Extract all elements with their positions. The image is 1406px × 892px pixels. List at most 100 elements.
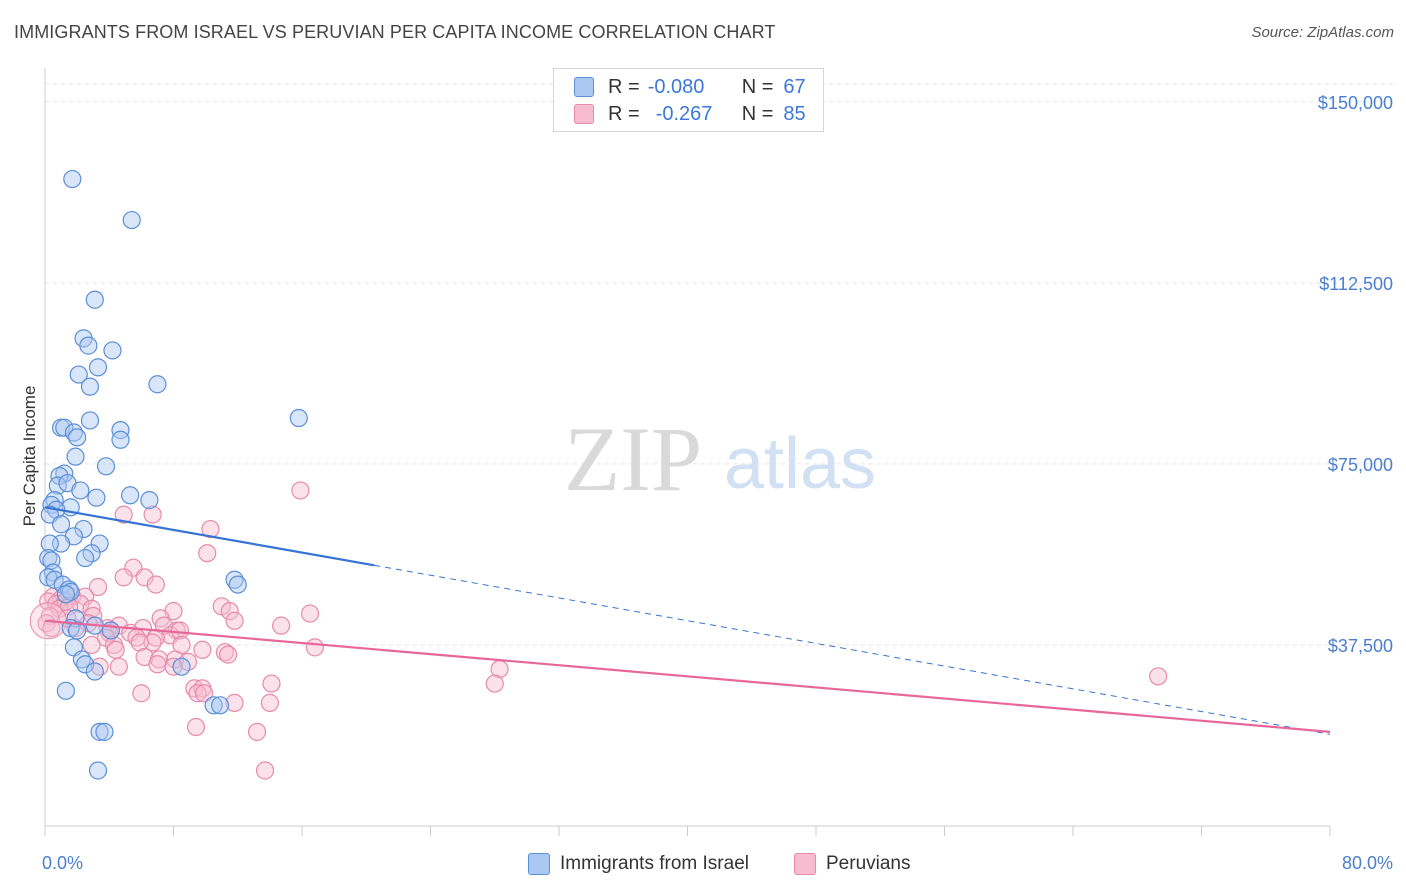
israel-point-66 <box>95 722 114 741</box>
peru-point-63 <box>109 657 128 676</box>
y-tick-label-0: $37,500 <box>1328 636 1393 656</box>
peru-point-76 <box>186 717 206 737</box>
israel-point-26 <box>87 488 106 507</box>
peru-point-61 <box>148 655 167 674</box>
watermark-zip: ZIP <box>564 408 702 510</box>
israel-point-41 <box>39 548 58 568</box>
israel-point-25 <box>121 486 140 505</box>
axes <box>44 68 1331 836</box>
israel-point-34 <box>74 519 93 539</box>
x-tick-label-0: 0.0% <box>42 853 83 873</box>
israel-point-5 <box>79 336 98 355</box>
peru-point-52 <box>305 638 324 657</box>
legend-r-label: R = <box>608 75 640 98</box>
legend-n-label: N = <box>741 102 774 125</box>
y-axis-label: Per Capita Income <box>20 386 39 527</box>
peru-point-72 <box>132 684 151 703</box>
israel-point-40 <box>76 548 95 568</box>
israel-point-24 <box>71 481 90 500</box>
source-label: Source: ZipAtlas.com <box>1251 24 1394 41</box>
bottom-legend-swatch-israel <box>528 853 550 875</box>
peru-point-43 <box>170 621 190 640</box>
peru-point-8 <box>146 575 165 594</box>
x-tick-label-1: 80.0% <box>1342 853 1393 873</box>
peru-point-77 <box>247 722 267 741</box>
y-tick-label-2: $112,500 <box>1319 274 1393 294</box>
peru-trend-line <box>44 619 1331 733</box>
watermark-atlas: atlas <box>724 424 876 504</box>
israel-point-58 <box>72 650 92 669</box>
israel-point-8 <box>80 377 100 396</box>
legend-r-value-israel: -0.080 <box>647 75 705 98</box>
peru-point-55 <box>215 643 234 662</box>
legend-n-value-peru: 85 <box>783 102 806 125</box>
israel-point-13 <box>55 418 74 437</box>
peru-point-54 <box>193 640 212 659</box>
peru-point-73 <box>194 684 214 703</box>
israel-point-2 <box>85 290 104 309</box>
bottom-legend-peru: Peruvians <box>794 852 911 876</box>
peru-point-4 <box>198 544 217 563</box>
israel-point-14 <box>111 421 130 440</box>
peru-point-56 <box>219 645 238 664</box>
israel-point-63 <box>204 696 223 715</box>
israel-point-9 <box>148 375 167 394</box>
israel-point-11 <box>80 411 100 430</box>
legend-row-israel: R = -0.080 N = 67 <box>574 75 806 99</box>
peru-point-9 <box>88 577 108 597</box>
israel-point-64 <box>210 696 230 715</box>
israel-point-51 <box>56 585 75 604</box>
israel-point-67 <box>88 761 108 780</box>
bottom-legend-israel: Immigrants from Israel <box>528 852 749 876</box>
israel-point-33 <box>51 515 71 534</box>
peru-point-17 <box>71 594 90 614</box>
peru-point-47 <box>143 633 162 652</box>
israel-point-6 <box>88 358 108 377</box>
legend-n-value-israel: 67 <box>783 75 806 98</box>
trend-lines <box>44 506 1331 735</box>
israel-point-62 <box>56 681 75 700</box>
peru-point-24 <box>300 604 320 623</box>
israel-point-47 <box>228 575 247 594</box>
peru-point-67 <box>1149 667 1168 686</box>
peru-point-68 <box>262 674 281 693</box>
bottom-legend-label-israel: Immigrants from Israel <box>560 853 749 874</box>
peru-point-74 <box>260 693 279 712</box>
israel-point-19 <box>96 457 116 476</box>
chart-title: IMMIGRANTS FROM ISRAEL VS PERUVIAN PER C… <box>14 22 776 42</box>
peru-point-7 <box>135 568 154 587</box>
peru-point-53 <box>106 640 125 659</box>
legend-swatch-israel <box>574 77 594 97</box>
peru-point-38 <box>272 616 291 635</box>
israel-point-4 <box>103 341 122 360</box>
peru-point-0 <box>291 481 310 500</box>
israel-point-0 <box>63 169 82 189</box>
bottom-legend-label-peru: Peruvians <box>826 853 911 874</box>
peru-point-49 <box>130 633 149 652</box>
israel-point-50 <box>61 582 80 601</box>
legend-r-value-peru: -0.267 <box>655 102 713 125</box>
israel-point-17 <box>111 430 130 449</box>
israel-point-61 <box>85 662 104 681</box>
israel-point-16 <box>68 428 87 447</box>
israel-trend-solid <box>44 506 375 567</box>
peru-point-23 <box>220 602 239 621</box>
israel-point-15 <box>64 423 84 442</box>
peru-point-78 <box>255 761 275 780</box>
legend-n-label: N = <box>741 75 774 98</box>
peru-point-39 <box>42 618 61 638</box>
peruvians-points <box>29 481 1168 780</box>
israel-point-60 <box>172 657 191 676</box>
peru-point-2 <box>143 505 162 524</box>
israel-points <box>39 169 308 780</box>
legend-r-label: R = <box>608 102 640 125</box>
israel-point-55 <box>101 621 120 640</box>
israel-point-46 <box>225 570 244 589</box>
y-tick-label-3: $150,000 <box>1318 93 1393 113</box>
legend: R = -0.080 N = 67 R = -0.267 N = 85 <box>553 68 824 132</box>
israel-point-7 <box>69 365 88 384</box>
peru-point-71 <box>188 684 207 703</box>
israel-point-10 <box>289 408 308 428</box>
israel-point-1 <box>122 210 141 230</box>
